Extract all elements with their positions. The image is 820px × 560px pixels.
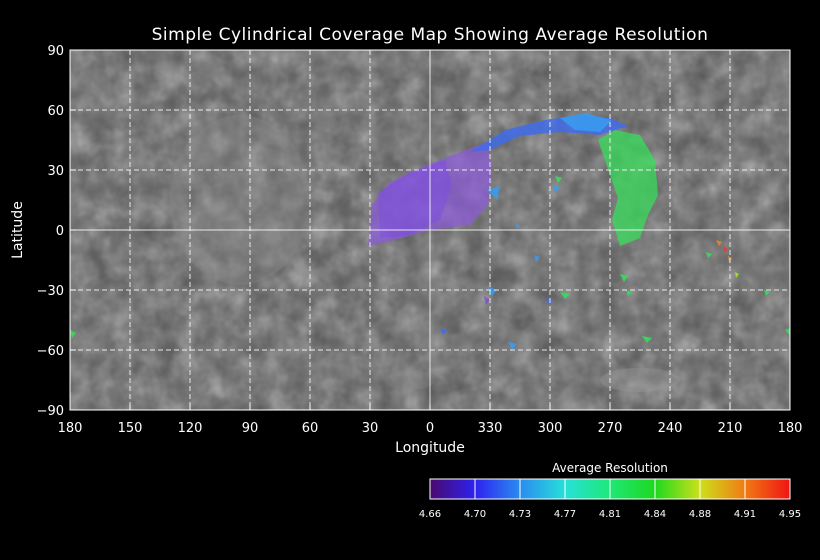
coverage-footprint (598, 130, 658, 246)
coverage-footprint (70, 330, 76, 338)
x-tick-label: 240 (658, 421, 683, 436)
colorbar-tick-label: 4.95 (779, 509, 801, 520)
x-axis-label: Longitude (395, 440, 465, 456)
coverage-footprint (508, 342, 517, 350)
y-tick-label: 30 (47, 164, 64, 179)
colorbar: Average Resolution 4.66 4.70 4.73 4.77 4.81 4… (419, 461, 801, 520)
coverage-footprint (626, 290, 632, 296)
x-tick-label: 0 (426, 421, 434, 436)
x-tick-label: 300 (538, 421, 563, 436)
x-tick-label: 30 (362, 421, 379, 436)
coverage-footprint (620, 274, 628, 282)
x-tick-label: 120 (178, 421, 203, 436)
x-axis-ticks: 180 150 120 90 60 30 0 330 300 270 240 210 180 (58, 404, 803, 436)
coverage-footprint (555, 176, 562, 183)
y-axis-label: Latitude (10, 201, 26, 259)
map-area (70, 50, 790, 410)
colorbar-frame (429, 478, 791, 500)
coverage-footprint (735, 272, 739, 278)
x-tick-label: 270 (598, 421, 623, 436)
colorbar-swatches (429, 478, 791, 500)
coverage-footprint (785, 328, 790, 336)
coverage-footprint (560, 292, 570, 299)
colorbar-tick-label: 4.70 (464, 509, 486, 520)
y-tick-label: 90 (47, 44, 64, 59)
x-tick-label: 60 (302, 421, 319, 436)
coverage-footprint (716, 240, 722, 246)
colorbar-tick-label: 4.88 (689, 509, 711, 520)
coverage-footprint (534, 255, 540, 262)
coverage-footprint (484, 296, 490, 305)
bright-region (170, 115, 310, 285)
coverage-footprint (516, 224, 520, 230)
colorbar-tick-label: 4.66 (419, 509, 441, 520)
colorbar-tick-label: 4.91 (734, 509, 756, 520)
y-tick-label: 60 (47, 104, 64, 119)
coverage-footprint (560, 113, 612, 132)
x-tick-label: 150 (118, 421, 143, 436)
x-tick-label: 180 (778, 421, 803, 436)
coverage-footprint (553, 185, 560, 193)
coverage-footprint (706, 252, 712, 258)
coverage-footprint (764, 290, 770, 296)
coverage-footprint (642, 336, 652, 343)
colorbar-title: Average Resolution (552, 461, 668, 475)
colorbar-tick-label: 4.77 (554, 509, 576, 520)
x-tick-label: 330 (478, 421, 503, 436)
y-tick-label: −90 (37, 404, 64, 419)
y-tick-label: −30 (37, 284, 64, 299)
x-tick-label: 90 (242, 421, 259, 436)
coverage-footprint (440, 328, 447, 335)
crater-feature (385, 370, 435, 390)
colorbar-tick-label: 4.81 (599, 509, 621, 520)
coverage-footprint (378, 160, 452, 238)
x-tick-label: 210 (718, 421, 743, 436)
map-grid (70, 50, 790, 410)
map-title: Simple Cylindrical Coverage Map Showing … (152, 25, 709, 45)
colorbar-labels: 4.66 4.70 4.73 4.77 4.81 4.84 4.88 4.91 4.95 (419, 509, 801, 520)
coverage-footprint (724, 246, 728, 252)
x-tick-label: 180 (58, 421, 83, 436)
crater-feature (600, 368, 680, 392)
y-tick-label: −60 (37, 344, 64, 359)
y-tick-label: 0 (56, 224, 64, 239)
colorbar-tick-label: 4.73 (509, 509, 531, 520)
coverage-footprint (487, 286, 497, 296)
y-axis-ticks: 90 60 30 0 −30 −60 −90 (37, 44, 76, 419)
colorbar-tick-label: 4.84 (644, 509, 666, 520)
